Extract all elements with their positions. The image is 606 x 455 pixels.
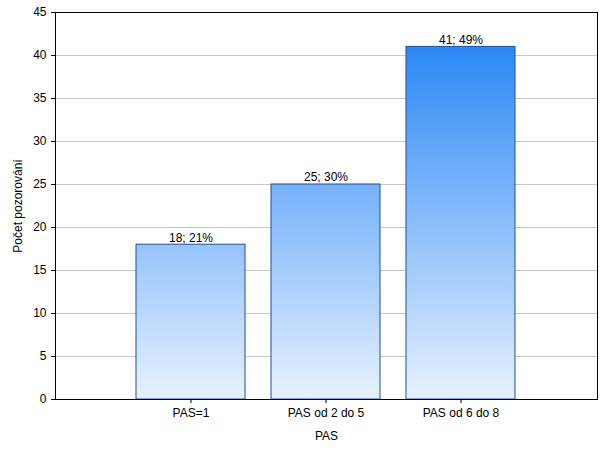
svg-text:10: 10: [33, 306, 47, 320]
svg-text:45: 45: [33, 5, 47, 19]
svg-text:25: 25: [33, 177, 47, 191]
svg-text:PAS od 6 do 8: PAS od 6 do 8: [423, 406, 500, 420]
svg-text:25; 30%: 25; 30%: [304, 170, 348, 184]
svg-text:Počet pozorování: Počet pozorování: [11, 159, 25, 253]
svg-text:35: 35: [33, 91, 47, 105]
svg-text:5: 5: [40, 349, 47, 363]
svg-text:0: 0: [40, 392, 47, 406]
svg-text:PAS: PAS: [315, 429, 338, 443]
svg-text:40: 40: [33, 48, 47, 62]
svg-text:41; 49%: 41; 49%: [439, 33, 483, 47]
svg-text:30: 30: [33, 134, 47, 148]
svg-text:15: 15: [33, 263, 47, 277]
svg-text:20: 20: [33, 220, 47, 234]
svg-text:PAS=1: PAS=1: [173, 406, 210, 420]
svg-text:PAS od 2 do 5: PAS od 2 do 5: [288, 406, 365, 420]
svg-text:18; 21%: 18; 21%: [169, 231, 213, 245]
